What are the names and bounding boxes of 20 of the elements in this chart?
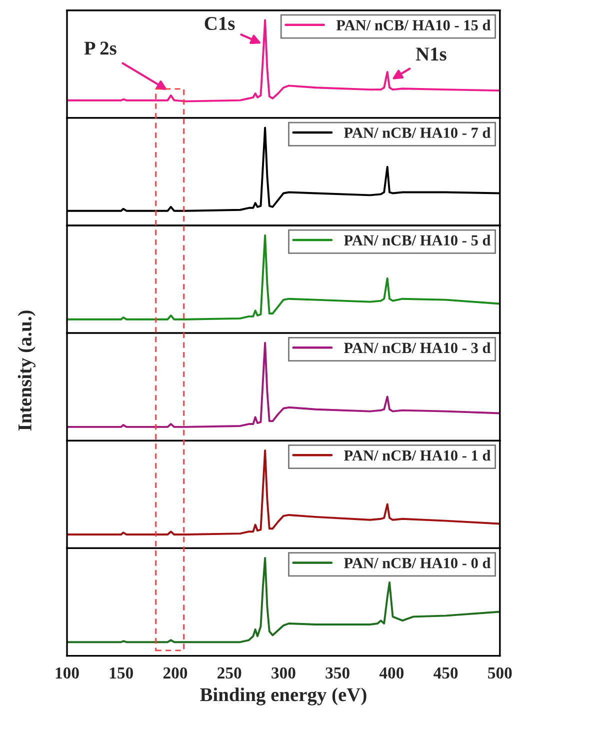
x-tick-label: 400 bbox=[379, 667, 404, 679]
legend-label: PAN/ nCB/ HA10 - 1 d bbox=[344, 450, 491, 461]
annotation: P 2s bbox=[84, 42, 116, 55]
annotation: N1s bbox=[416, 48, 446, 61]
y-axis-title: Intensity (a.u.) bbox=[18, 310, 36, 431]
x-tick-label: 500 bbox=[488, 667, 512, 679]
x-tick-label: 350 bbox=[326, 667, 350, 679]
legend-label: PAN/ nCB/ HA10 - 3 d bbox=[344, 342, 491, 354]
legend-label: PAN/ nCB/ HA10 - 7 d bbox=[344, 127, 491, 138]
x-tick-label: 100 bbox=[56, 667, 79, 679]
x-axis-title: Binding energy (eV) bbox=[200, 688, 366, 706]
x-tick-label: 200 bbox=[163, 667, 188, 679]
legend-label: PAN/ nCB/ HA10 - 0 d bbox=[344, 557, 491, 568]
x-tick-label: 450 bbox=[434, 667, 458, 679]
x-tick-label: 250 bbox=[218, 667, 242, 679]
x-tick-label: 150 bbox=[110, 667, 133, 679]
annotation: C1s bbox=[204, 16, 235, 30]
legend-label: PAN/ nCB/ HA10 - 5 d bbox=[344, 234, 491, 246]
legend-label: PAN/ nCB/ HA10 - 15 d bbox=[336, 20, 491, 30]
x-tick-label: 300 bbox=[272, 667, 296, 679]
